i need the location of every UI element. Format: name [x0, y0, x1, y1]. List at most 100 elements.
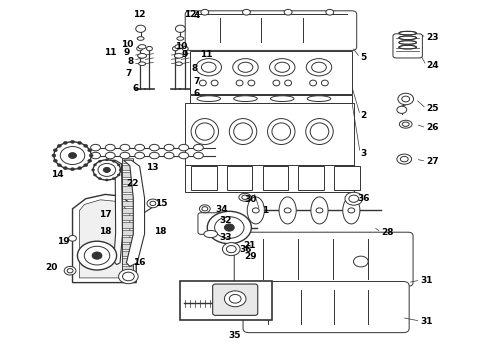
Bar: [122, 158, 133, 163]
Ellipse shape: [238, 62, 253, 72]
Ellipse shape: [306, 59, 332, 76]
Ellipse shape: [194, 152, 203, 159]
Circle shape: [226, 246, 236, 253]
Bar: [122, 237, 133, 242]
Circle shape: [175, 25, 185, 32]
Ellipse shape: [135, 144, 145, 151]
Ellipse shape: [321, 80, 328, 86]
FancyBboxPatch shape: [185, 11, 357, 50]
Bar: [122, 273, 133, 278]
Text: 30: 30: [245, 195, 257, 204]
Ellipse shape: [229, 118, 257, 144]
Ellipse shape: [138, 45, 146, 49]
Text: 36: 36: [358, 194, 370, 203]
Ellipse shape: [137, 37, 144, 40]
Ellipse shape: [91, 152, 100, 159]
Ellipse shape: [175, 45, 183, 49]
Polygon shape: [79, 200, 130, 278]
Ellipse shape: [275, 62, 290, 72]
Bar: [122, 165, 133, 170]
Ellipse shape: [105, 144, 115, 151]
Ellipse shape: [399, 36, 416, 40]
Circle shape: [117, 164, 120, 166]
Text: 12: 12: [184, 10, 196, 19]
Circle shape: [182, 46, 188, 51]
Ellipse shape: [252, 208, 259, 213]
Ellipse shape: [402, 122, 409, 126]
Bar: [227, 166, 252, 190]
Circle shape: [98, 163, 116, 176]
Bar: [122, 266, 133, 271]
Ellipse shape: [311, 197, 328, 224]
Text: 20: 20: [46, 263, 58, 272]
Ellipse shape: [272, 123, 291, 140]
Text: 2: 2: [360, 111, 367, 120]
Circle shape: [64, 266, 76, 275]
Circle shape: [63, 167, 67, 170]
Circle shape: [345, 192, 363, 205]
Text: 22: 22: [126, 179, 139, 188]
Circle shape: [63, 141, 67, 144]
Circle shape: [105, 159, 108, 161]
Text: 9: 9: [123, 49, 130, 58]
Circle shape: [119, 269, 138, 284]
Bar: [122, 172, 133, 177]
Ellipse shape: [196, 123, 214, 140]
Bar: [190, 95, 352, 103]
Bar: [122, 230, 133, 235]
Circle shape: [103, 167, 110, 172]
Text: 21: 21: [244, 241, 256, 250]
Circle shape: [147, 199, 159, 208]
Ellipse shape: [191, 118, 219, 144]
Text: 18: 18: [99, 227, 112, 236]
Ellipse shape: [397, 154, 412, 164]
Ellipse shape: [343, 197, 360, 224]
Ellipse shape: [120, 144, 130, 151]
Circle shape: [69, 153, 76, 158]
Ellipse shape: [247, 197, 265, 224]
Bar: [191, 166, 217, 190]
Circle shape: [93, 160, 121, 180]
Circle shape: [326, 9, 334, 15]
Circle shape: [398, 93, 414, 105]
Text: 33: 33: [220, 233, 232, 242]
Ellipse shape: [399, 45, 416, 49]
Text: 6: 6: [194, 89, 200, 98]
Bar: [122, 251, 133, 256]
Ellipse shape: [310, 123, 329, 140]
Circle shape: [57, 144, 61, 147]
Circle shape: [229, 294, 241, 303]
Circle shape: [136, 25, 146, 32]
Ellipse shape: [248, 80, 255, 86]
FancyBboxPatch shape: [243, 282, 409, 333]
Ellipse shape: [399, 41, 416, 44]
Ellipse shape: [201, 62, 216, 72]
Text: 8: 8: [127, 57, 134, 66]
Circle shape: [92, 252, 102, 259]
Text: 13: 13: [146, 163, 158, 172]
Ellipse shape: [268, 118, 295, 144]
Text: 10: 10: [175, 42, 188, 51]
Circle shape: [54, 142, 91, 169]
Circle shape: [201, 9, 209, 15]
Ellipse shape: [197, 96, 220, 102]
Ellipse shape: [149, 152, 159, 159]
Ellipse shape: [120, 152, 130, 159]
Circle shape: [122, 272, 134, 281]
Text: 36: 36: [239, 245, 252, 253]
Circle shape: [105, 179, 108, 181]
Circle shape: [89, 154, 93, 157]
Circle shape: [57, 164, 61, 167]
Circle shape: [98, 177, 101, 180]
Circle shape: [147, 46, 152, 51]
Ellipse shape: [194, 144, 203, 151]
Circle shape: [69, 235, 76, 241]
Ellipse shape: [179, 144, 189, 151]
Ellipse shape: [105, 152, 115, 159]
Ellipse shape: [234, 96, 257, 102]
Bar: [122, 186, 133, 192]
Ellipse shape: [177, 37, 184, 40]
Circle shape: [98, 160, 101, 162]
Circle shape: [172, 46, 178, 51]
Circle shape: [92, 169, 95, 171]
